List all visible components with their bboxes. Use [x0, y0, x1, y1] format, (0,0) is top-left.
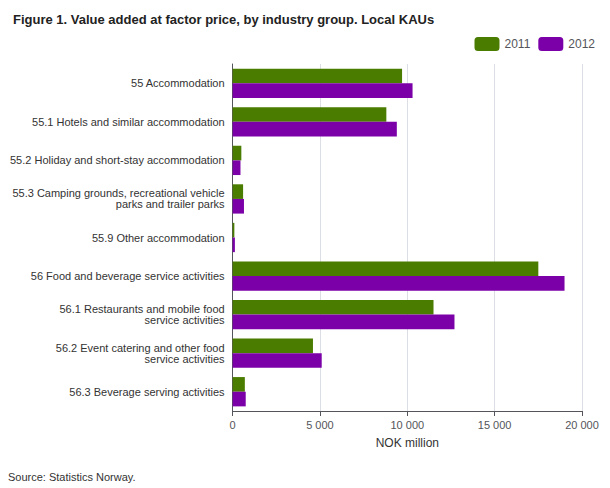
svg-text:parks and trailer parks: parks and trailer parks: [116, 198, 225, 210]
svg-text:56.2 Event catering and other: 56.2 Event catering and other food: [55, 341, 225, 354]
svg-text:55.2 Holiday and short-stay ac: 55.2 Holiday and short-stay accommodatio…: [10, 154, 225, 166]
svg-text:55.9 Other accommodation: 55.9 Other accommodation: [92, 232, 225, 244]
svg-text:0: 0: [230, 419, 236, 431]
svg-text:20 000: 20 000: [565, 419, 599, 431]
svg-text:10 000: 10 000: [390, 419, 424, 431]
svg-text:Source: Statistics Norway.: Source: Statistics Norway.: [8, 471, 136, 483]
svg-text:2012: 2012: [568, 37, 595, 51]
svg-text:56 Food and beverage service a: 56 Food and beverage service activities: [31, 270, 225, 282]
svg-text:56.3 Beverage serving activiti: 56.3 Beverage serving activities: [69, 386, 225, 398]
svg-text:5 000: 5 000: [306, 419, 334, 431]
svg-text:56.1 Restaurants and mobile fo: 56.1 Restaurants and mobile food: [59, 303, 225, 316]
svg-text:NOK million: NOK million: [376, 436, 439, 450]
svg-text:service activities: service activities: [145, 353, 226, 365]
svg-text:2011: 2011: [505, 37, 531, 51]
svg-text:55 Accommodation: 55 Accommodation: [131, 77, 225, 89]
svg-text:Figure 1. Value added at facto: Figure 1. Value added at factor price, b…: [13, 12, 434, 27]
svg-text:15 000: 15 000: [478, 419, 512, 431]
svg-text:55.1 Hotels and similar accomm: 55.1 Hotels and similar accommodation: [32, 116, 225, 128]
svg-text:55.3 Camping grounds, recreati: 55.3 Camping grounds, recreational vehic…: [12, 187, 225, 200]
svg-text:service activities: service activities: [145, 314, 226, 326]
